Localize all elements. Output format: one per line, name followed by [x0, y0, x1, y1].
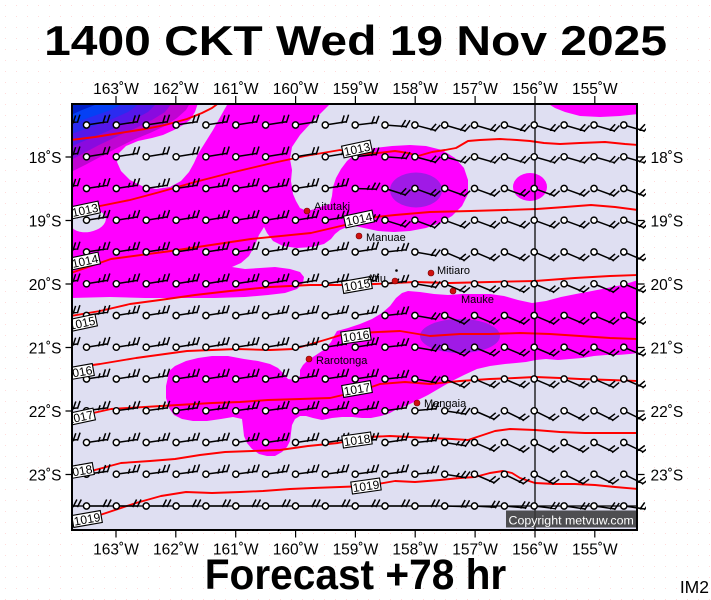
svg-text:157˚W: 157˚W [452, 542, 498, 559]
svg-text:160˚W: 160˚W [273, 81, 319, 98]
svg-text:Atiu: Atiu [367, 273, 386, 285]
svg-text:18˚S: 18˚S [651, 150, 684, 167]
svg-text:21˚S: 21˚S [29, 340, 62, 357]
svg-text:163˚W: 163˚W [93, 542, 139, 559]
svg-text:Mauke: Mauke [461, 294, 494, 306]
svg-text:162˚W: 162˚W [153, 81, 199, 98]
svg-text:20˚S: 20˚S [29, 277, 62, 294]
svg-text:22˚S: 22˚S [29, 404, 62, 421]
svg-text:155˚W: 155˚W [572, 542, 618, 559]
svg-text:162˚W: 162˚W [153, 542, 199, 559]
svg-text:1015: 1015 [68, 314, 97, 333]
svg-text:161˚W: 161˚W [213, 542, 259, 559]
svg-text:1018: 1018 [343, 431, 372, 449]
svg-text:Mitiaro: Mitiaro [437, 265, 470, 277]
svg-text:Copyright metvuw.com: Copyright metvuw.com [509, 514, 634, 528]
svg-text:1018: 1018 [65, 462, 94, 480]
svg-text:23˚S: 23˚S [651, 467, 684, 484]
svg-text:1014: 1014 [71, 252, 100, 271]
svg-text:21˚S: 21˚S [651, 340, 684, 357]
svg-text:161˚W: 161˚W [213, 81, 259, 98]
svg-text:1019: 1019 [352, 477, 381, 495]
svg-text:156˚W: 156˚W [512, 81, 558, 98]
svg-text:1013: 1013 [343, 140, 372, 159]
svg-text:159˚W: 159˚W [333, 81, 379, 98]
svg-text:1016: 1016 [65, 363, 94, 381]
svg-text:19˚S: 19˚S [651, 213, 684, 230]
svg-text:18˚S: 18˚S [29, 150, 62, 167]
svg-text:155˚W: 155˚W [572, 81, 618, 98]
svg-text:1016: 1016 [342, 327, 371, 345]
svg-text:163˚W: 163˚W [93, 81, 139, 98]
svg-text:20˚S: 20˚S [651, 277, 684, 294]
svg-text:1017: 1017 [66, 408, 95, 427]
svg-text:1014: 1014 [345, 210, 374, 229]
svg-text:1013: 1013 [71, 201, 100, 220]
svg-text:159˚W: 159˚W [333, 542, 379, 559]
svg-text:22˚S: 22˚S [651, 404, 684, 421]
svg-text:Mangaia: Mangaia [424, 398, 467, 410]
svg-text:Aitutaki: Aitutaki [314, 201, 350, 213]
svg-text:1017: 1017 [343, 380, 372, 398]
svg-text:23˚S: 23˚S [29, 467, 62, 484]
svg-text:157˚W: 157˚W [452, 81, 498, 98]
svg-text:Rarotonga: Rarotonga [316, 355, 368, 367]
svg-text:19˚S: 19˚S [29, 213, 62, 230]
svg-text:1019: 1019 [73, 510, 102, 528]
svg-text:Manuae: Manuae [366, 232, 406, 244]
svg-text:1015: 1015 [343, 276, 372, 294]
svg-text:158˚W: 158˚W [392, 542, 438, 559]
svg-text:158˚W: 158˚W [392, 81, 438, 98]
svg-text:156˚W: 156˚W [512, 542, 558, 559]
svg-text:160˚W: 160˚W [273, 542, 319, 559]
